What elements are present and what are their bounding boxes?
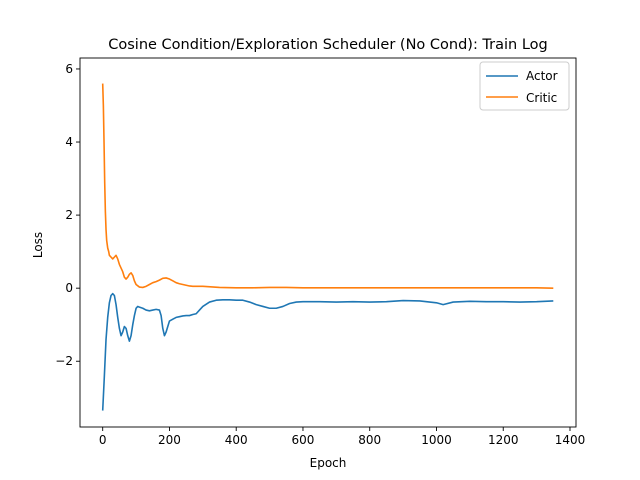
legend-box bbox=[479, 61, 570, 111]
y-tick-label: −2 bbox=[55, 354, 73, 368]
y-tick-label: 6 bbox=[65, 62, 73, 76]
y-tick-label: 4 bbox=[65, 135, 73, 149]
x-tick-label: 1000 bbox=[421, 433, 452, 447]
y-axis-ticks: −2 0 2 4 6 bbox=[55, 62, 80, 368]
x-tick-label: 1200 bbox=[488, 433, 519, 447]
legend-label-critic: Critic bbox=[526, 91, 557, 105]
x-tick-label: 200 bbox=[158, 433, 181, 447]
x-tick-label: 1400 bbox=[555, 433, 586, 447]
y-axis-label: Loss bbox=[31, 232, 45, 258]
x-tick-label: 800 bbox=[358, 433, 381, 447]
legend: Actor Critic bbox=[479, 61, 570, 111]
series-line-actor bbox=[101, 292, 554, 411]
series-line-critic bbox=[101, 83, 554, 289]
plot-area bbox=[79, 57, 577, 428]
chart-title: Cosine Condition/Exploration Scheduler (… bbox=[108, 37, 547, 53]
legend-label-actor: Actor bbox=[526, 69, 558, 83]
y-tick-label: 2 bbox=[65, 208, 73, 222]
x-axis-label: Epoch bbox=[310, 456, 347, 470]
y-tick-label: 0 bbox=[65, 281, 73, 295]
x-tick-label: 0 bbox=[99, 433, 107, 447]
axes-frame bbox=[79, 57, 577, 428]
x-tick-label: 400 bbox=[225, 433, 248, 447]
x-axis-ticks: 0 200 400 600 800 1000 1200 1400 bbox=[99, 427, 585, 447]
x-tick-label: 600 bbox=[292, 433, 315, 447]
